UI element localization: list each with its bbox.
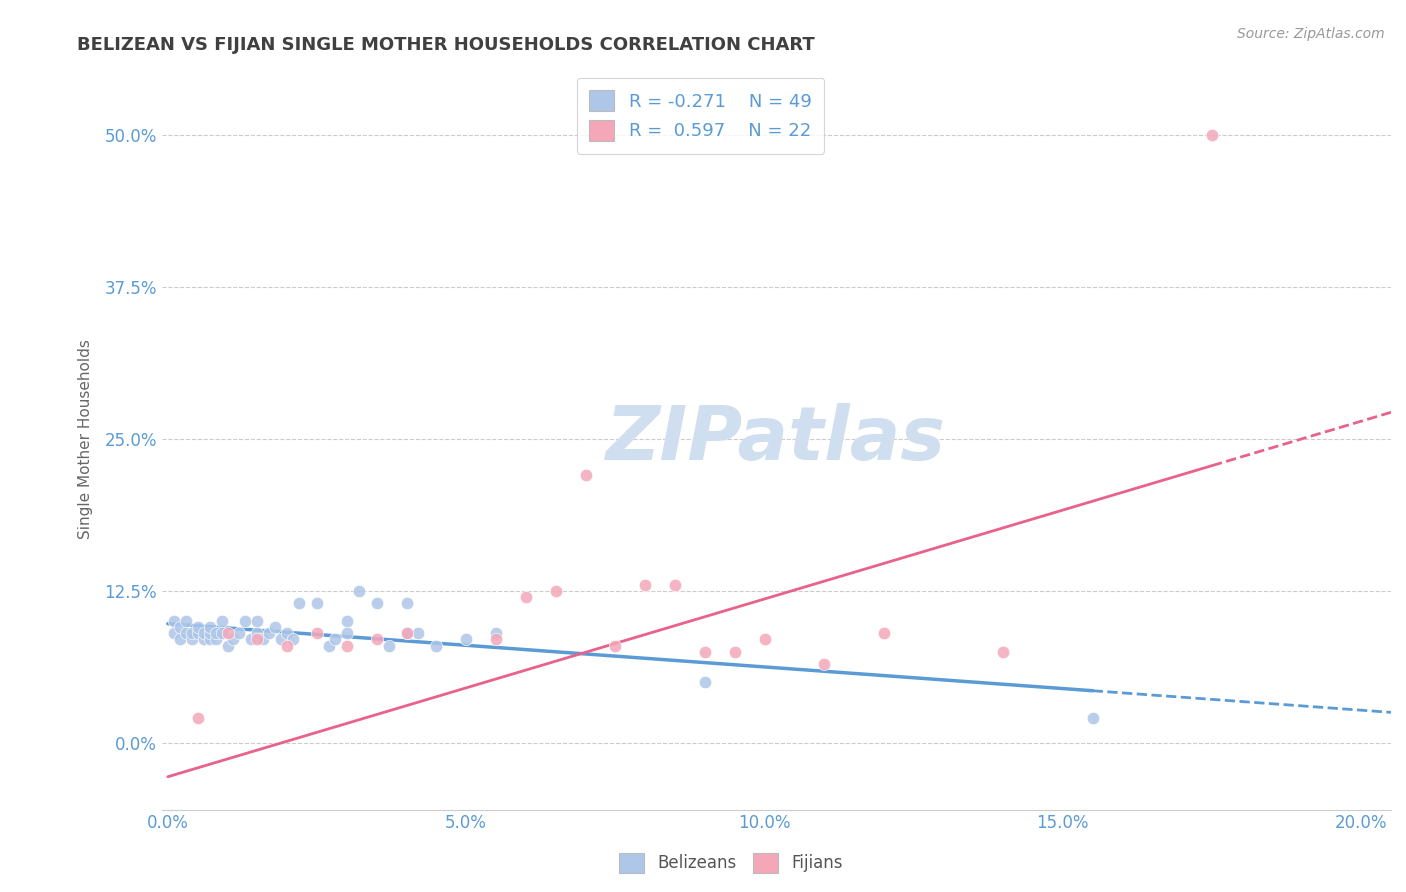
- Point: [873, 626, 896, 640]
- Point: [163, 626, 186, 640]
- Point: [204, 626, 226, 640]
- Point: [1081, 711, 1104, 725]
- Point: [217, 639, 239, 653]
- Point: [270, 632, 292, 647]
- Legend: Belizeans, Fijians: Belizeans, Fijians: [613, 847, 849, 880]
- Point: [193, 632, 215, 647]
- Point: [246, 632, 269, 647]
- Point: [193, 626, 215, 640]
- Point: [813, 657, 835, 671]
- Point: [169, 620, 191, 634]
- Point: [395, 596, 418, 610]
- Point: [664, 578, 686, 592]
- Point: [336, 614, 359, 628]
- Point: [246, 626, 269, 640]
- Point: [693, 645, 716, 659]
- Point: [187, 626, 209, 640]
- Point: [264, 620, 287, 634]
- Point: [991, 645, 1014, 659]
- Point: [336, 639, 359, 653]
- Point: [217, 626, 239, 640]
- Point: [366, 632, 388, 647]
- Point: [336, 626, 359, 640]
- Point: [377, 639, 399, 653]
- Point: [1201, 128, 1223, 143]
- Point: [198, 632, 221, 647]
- Point: [259, 626, 281, 640]
- Point: [198, 626, 221, 640]
- Point: [222, 632, 245, 647]
- Point: [485, 626, 508, 640]
- Text: BELIZEAN VS FIJIAN SINGLE MOTHER HOUSEHOLDS CORRELATION CHART: BELIZEAN VS FIJIAN SINGLE MOTHER HOUSEHO…: [77, 36, 815, 54]
- Point: [323, 632, 346, 647]
- Point: [187, 711, 209, 725]
- Point: [395, 626, 418, 640]
- Point: [574, 468, 596, 483]
- Point: [425, 639, 447, 653]
- Point: [198, 620, 221, 634]
- Point: [163, 614, 186, 628]
- Point: [180, 626, 202, 640]
- Point: [366, 596, 388, 610]
- Legend: R = -0.271    N = 49, R =  0.597    N = 22: R = -0.271 N = 49, R = 0.597 N = 22: [576, 78, 824, 153]
- Point: [456, 632, 478, 647]
- Text: ZIPatlas: ZIPatlas: [606, 402, 946, 475]
- Point: [204, 632, 226, 647]
- Point: [318, 639, 340, 653]
- Point: [252, 632, 274, 647]
- Text: Source: ZipAtlas.com: Source: ZipAtlas.com: [1237, 27, 1385, 41]
- Point: [211, 626, 233, 640]
- Point: [634, 578, 657, 592]
- Point: [276, 626, 298, 640]
- Point: [305, 596, 328, 610]
- Point: [288, 596, 311, 610]
- Point: [485, 632, 508, 647]
- Point: [240, 632, 263, 647]
- Point: [724, 645, 747, 659]
- Point: [347, 583, 370, 598]
- Point: [174, 614, 197, 628]
- Point: [605, 639, 627, 653]
- Point: [544, 583, 567, 598]
- Point: [246, 614, 269, 628]
- Point: [281, 632, 304, 647]
- Point: [276, 639, 298, 653]
- Point: [235, 614, 257, 628]
- Point: [395, 626, 418, 640]
- Point: [228, 626, 250, 640]
- Point: [180, 632, 202, 647]
- Point: [515, 590, 537, 604]
- Point: [211, 614, 233, 628]
- Point: [169, 632, 191, 647]
- Y-axis label: Single Mother Households: Single Mother Households: [79, 339, 93, 539]
- Point: [174, 626, 197, 640]
- Point: [754, 632, 776, 647]
- Point: [408, 626, 430, 640]
- Point: [305, 626, 328, 640]
- Point: [693, 675, 716, 690]
- Point: [187, 620, 209, 634]
